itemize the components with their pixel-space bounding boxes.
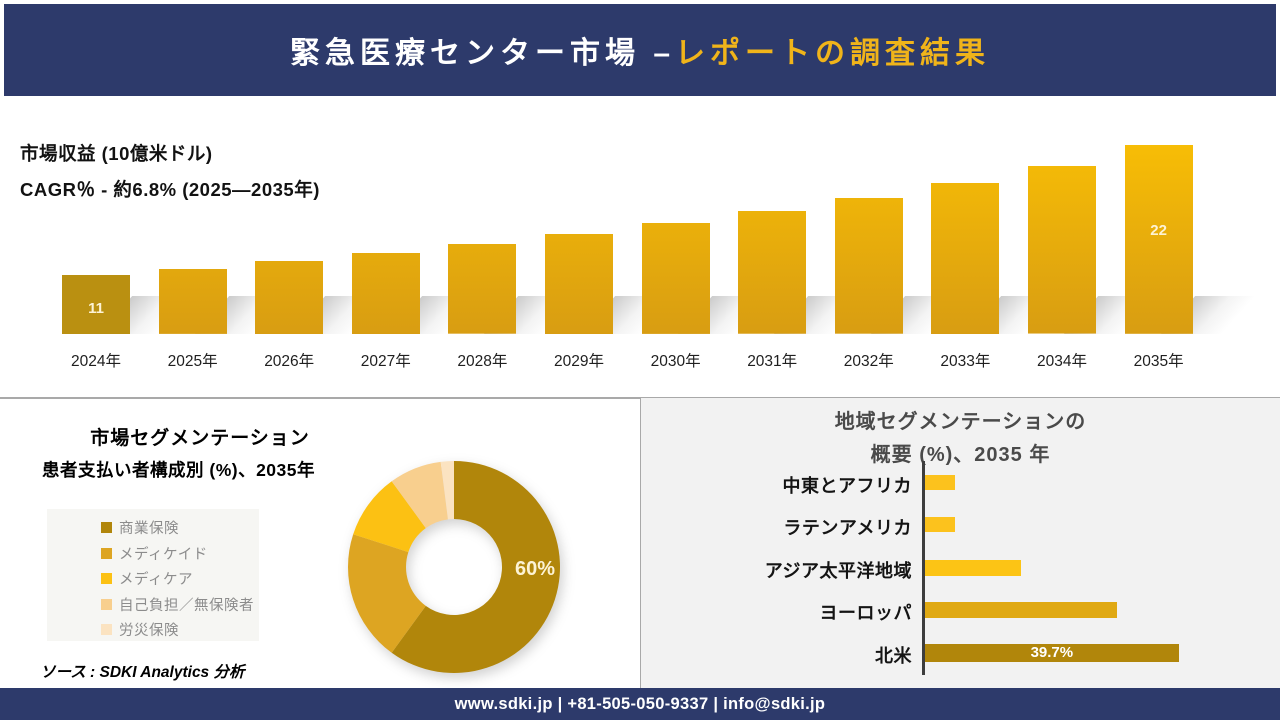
revenue-bar-2031 (738, 211, 807, 334)
x-axis-label-2029: 2029年 (554, 353, 604, 370)
bar-value-label: 22 (1150, 222, 1167, 240)
region-panel: 地域セグメンテーションの 概要 (%)、2035 年 中東とアフリカ ラテンアメリ… (641, 398, 1280, 688)
x-axis-label-2030: 2030年 (650, 353, 701, 370)
region-panel-title: 地域セグメンテーションの 概要 (%)、2035 年 (641, 406, 1280, 472)
revenue-bar-chart: 2024年 2025年 2026年 2027年 2028年 2029年 2030年 2031年… (0, 110, 1280, 397)
revenue-bar-2034 (1028, 166, 1096, 334)
revenue-bar-2032 (834, 198, 903, 334)
payer-panel-title: 市場セグメンテーション (90, 428, 310, 449)
region-label-3: ヨーロッパ (819, 603, 912, 623)
payer-legend: 商業保険メディケイド メディケア自己負担／無保険者 労災保険 (47, 509, 259, 641)
region-bar-2 (925, 560, 1021, 576)
payer-donut-chart: 60% (348, 461, 560, 673)
legend-item-3: 自己負担／無保険者 (47, 592, 259, 618)
legend-item-0: 商業保険 (47, 515, 259, 541)
revenue-bar-2030 (641, 223, 710, 334)
donut-segment-4 (440, 461, 454, 520)
legend-swatch-1 (101, 547, 112, 559)
legend-label-2: メディケア (119, 572, 193, 589)
revenue-cagr-label: CAGR％ - 約6.8% (2025―2035年) (20, 179, 320, 200)
region-bar-chart: 中東とアフリカ ラテンアメリカアジア太平洋地域ヨーロッパ北米 39.7% (641, 398, 1280, 688)
legend-swatch-0 (101, 522, 112, 534)
donut-segment-3 (391, 461, 448, 529)
legend-label-3: 自己負担／無保険者 (119, 597, 254, 614)
page-title: 緊急医療センター市場 –レポートの調査結果 (290, 28, 990, 72)
region-bar-4 (925, 644, 1179, 662)
region-label-4: 北米 (875, 646, 912, 666)
region-value-label: 39.7% (1030, 644, 1074, 661)
region-bar-0 (925, 475, 956, 490)
x-axis-label-2025: 2025年 (167, 353, 218, 370)
page-title-main: 緊急医療センター市場 – (289, 37, 676, 70)
region-chart-axis (922, 461, 925, 675)
vertical-divider (640, 397, 642, 688)
region-label-1: ラテンアメリカ (783, 517, 912, 538)
source-note: ソース : SDKI Analytics 分析 (40, 664, 245, 681)
revenue-bar-2033 (931, 182, 1000, 334)
revenue-bar-2029 (545, 233, 613, 334)
x-axis-label-2027: 2027年 (360, 353, 411, 370)
x-axis-label-2034: 2034年 (1037, 353, 1087, 370)
legend-swatch-4 (101, 624, 112, 636)
footer-contact: www.sdki.jp | +81-505-050-9337 | info@sd… (454, 694, 826, 713)
x-axis-label-2031: 2031年 (747, 353, 798, 370)
page-title-accent: レポートの調査結果 (675, 37, 991, 70)
revenue-bar-2026 (255, 260, 324, 334)
x-axis-label-2033: 2033年 (940, 353, 991, 370)
region-label-2: アジア太平洋地域 (764, 561, 912, 581)
legend-item-1: メディケイド (47, 541, 259, 567)
x-axis-label-2035: 2035年 (1133, 353, 1184, 370)
bar-value-label: 11 (88, 300, 104, 317)
footer-bar: www.sdki.jp | +81-505-050-9337 | info@sd… (0, 688, 1280, 720)
region-title-line2: 概要 (%)、2035 年 (870, 444, 1051, 466)
region-bar-3 (925, 602, 1117, 618)
revenue-bar-2035 (1124, 145, 1193, 334)
legend-label-1: メディケイド (119, 546, 208, 563)
x-axis-label-2028: 2028年 (457, 353, 508, 370)
legend-item-2: メディケア (47, 566, 259, 592)
donut-percentage-label: 60% (515, 558, 555, 580)
x-axis-label-2032: 2032年 (843, 353, 894, 370)
legend-label-0: 商業保険 (119, 521, 179, 538)
revenue-bar-2028 (448, 244, 517, 334)
region-title-line1: 地域セグメンテーションの (834, 411, 1087, 433)
x-axis-label-2026: 2026年 (264, 353, 315, 370)
legend-swatch-3 (101, 598, 112, 610)
donut-segment-2 (353, 481, 426, 553)
revenue-bar-2027 (351, 252, 420, 334)
legend-label-4: 労災保険 (119, 623, 179, 640)
payer-panel-subtitle: 患者支払い者構成別 (%)、2035年 (42, 460, 316, 480)
report-header: 緊急医療センター市場 –レポートの調査結果 (4, 4, 1276, 96)
region-bar-1 (925, 517, 956, 532)
legend-item-4: 労災保険 (47, 617, 259, 643)
region-label-0: 中東とアフリカ (782, 475, 912, 496)
revenue-axis-label: 市場収益 (10億米ドル) (20, 143, 213, 164)
revenue-bar-2024 (62, 275, 130, 334)
donut-segment-1 (348, 534, 426, 653)
legend-swatch-2 (101, 573, 112, 585)
x-axis-label-2024: 2024年 (71, 353, 121, 370)
donut-segment-0 (391, 461, 560, 673)
revenue-bar-2025 (158, 269, 227, 334)
